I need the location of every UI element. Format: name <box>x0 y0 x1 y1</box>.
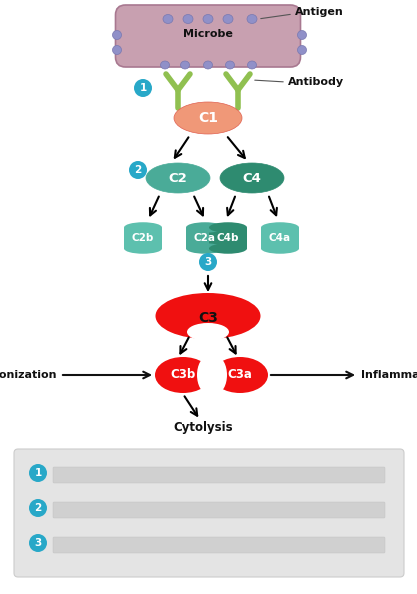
Ellipse shape <box>187 323 229 341</box>
Text: C3b: C3b <box>171 368 196 381</box>
Text: Antibody: Antibody <box>288 77 344 87</box>
Ellipse shape <box>209 244 247 254</box>
Text: C4a: C4a <box>269 233 291 243</box>
Text: C3a: C3a <box>228 368 252 381</box>
Ellipse shape <box>203 14 213 24</box>
Text: Inflammation: Inflammation <box>361 370 417 380</box>
Ellipse shape <box>186 244 224 254</box>
Text: 2: 2 <box>134 165 142 175</box>
Circle shape <box>29 534 47 552</box>
Ellipse shape <box>181 61 189 69</box>
Ellipse shape <box>124 244 162 254</box>
Ellipse shape <box>156 293 261 339</box>
Ellipse shape <box>113 30 121 39</box>
Ellipse shape <box>124 222 162 233</box>
Circle shape <box>134 79 152 97</box>
Text: C2b: C2b <box>132 233 154 243</box>
Text: 1: 1 <box>34 468 42 478</box>
Ellipse shape <box>186 222 224 233</box>
Ellipse shape <box>220 163 284 193</box>
Text: Microbe: Microbe <box>183 29 233 39</box>
Ellipse shape <box>146 163 210 193</box>
Ellipse shape <box>183 14 193 24</box>
Ellipse shape <box>248 61 256 69</box>
Ellipse shape <box>247 14 257 24</box>
Text: C4b: C4b <box>217 233 239 243</box>
Text: Opsonization: Opsonization <box>0 370 57 380</box>
Text: Antigen: Antigen <box>295 7 344 17</box>
Ellipse shape <box>197 357 217 393</box>
Ellipse shape <box>261 222 299 233</box>
Circle shape <box>29 499 47 517</box>
Bar <box>186 228 224 248</box>
FancyBboxPatch shape <box>53 467 385 483</box>
Text: C2: C2 <box>168 172 187 185</box>
FancyBboxPatch shape <box>14 449 404 577</box>
Text: Cytolysis: Cytolysis <box>173 422 233 434</box>
Circle shape <box>199 253 217 271</box>
Ellipse shape <box>113 46 121 55</box>
Circle shape <box>129 161 147 179</box>
Ellipse shape <box>297 30 306 39</box>
Ellipse shape <box>155 357 211 393</box>
Bar <box>261 228 299 248</box>
Text: C3: C3 <box>198 311 218 325</box>
FancyBboxPatch shape <box>53 537 385 553</box>
Text: 3: 3 <box>204 257 211 267</box>
FancyBboxPatch shape <box>116 5 301 67</box>
Bar <box>124 228 162 248</box>
Ellipse shape <box>174 102 242 134</box>
FancyBboxPatch shape <box>53 502 385 518</box>
Bar <box>209 228 247 248</box>
Ellipse shape <box>261 244 299 254</box>
Ellipse shape <box>161 61 169 69</box>
Ellipse shape <box>212 357 268 393</box>
Text: C1: C1 <box>198 111 218 125</box>
Text: C2a: C2a <box>194 233 216 243</box>
Ellipse shape <box>203 61 213 69</box>
Ellipse shape <box>226 61 234 69</box>
Circle shape <box>29 464 47 482</box>
Ellipse shape <box>207 357 227 393</box>
Ellipse shape <box>297 46 306 55</box>
Ellipse shape <box>223 14 233 24</box>
Text: 3: 3 <box>34 538 42 548</box>
Text: 2: 2 <box>34 503 42 513</box>
Text: 1: 1 <box>139 83 147 93</box>
Ellipse shape <box>209 222 247 233</box>
Text: C4: C4 <box>243 172 261 185</box>
Ellipse shape <box>163 14 173 24</box>
